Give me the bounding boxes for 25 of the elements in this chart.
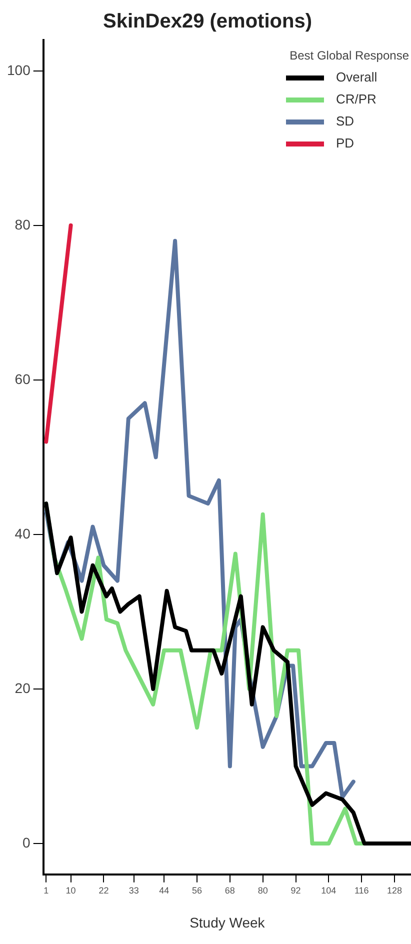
x-tick-label: 22 xyxy=(98,885,109,896)
y-tick-label: 0 xyxy=(22,834,31,850)
y-tick-label: 60 xyxy=(14,370,31,387)
legend-title: Best Global Response xyxy=(290,48,410,62)
x-tick-label: 1 xyxy=(44,885,49,896)
legend-label: Overall xyxy=(336,70,378,85)
x-tick-label: 116 xyxy=(354,885,369,896)
y-tick-label: 100 xyxy=(7,62,31,78)
x-tick-label: 92 xyxy=(290,885,301,896)
legend-label: SD xyxy=(336,114,354,129)
x-tick-label: 10 xyxy=(66,885,76,896)
x-tick-label: 104 xyxy=(321,885,336,896)
x-tick-label: 68 xyxy=(224,885,235,896)
x-tick-label: 56 xyxy=(192,885,202,896)
x-axis-title: Study Week xyxy=(190,914,266,930)
x-tick-label: 80 xyxy=(258,885,268,896)
y-tick-label: 80 xyxy=(14,216,31,232)
x-tick-label: 44 xyxy=(159,885,170,896)
x-tick-label: 33 xyxy=(128,885,139,896)
y-tick-label: 20 xyxy=(14,680,31,696)
chart-title: SkinDex29 (emotions) xyxy=(103,10,312,33)
legend-label: PD xyxy=(336,136,354,151)
y-tick-label: 40 xyxy=(14,525,31,542)
x-tick-label: 128 xyxy=(387,885,402,896)
legend-label: CR/PR xyxy=(336,92,376,107)
